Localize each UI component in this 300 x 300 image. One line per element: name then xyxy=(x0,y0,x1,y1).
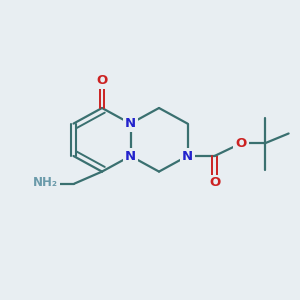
Text: O: O xyxy=(96,74,108,88)
Text: O: O xyxy=(209,176,220,190)
Text: N: N xyxy=(125,117,136,130)
Text: O: O xyxy=(235,137,247,150)
Text: N: N xyxy=(182,149,193,163)
Text: NH₂: NH₂ xyxy=(33,176,58,189)
Text: N: N xyxy=(125,149,136,163)
